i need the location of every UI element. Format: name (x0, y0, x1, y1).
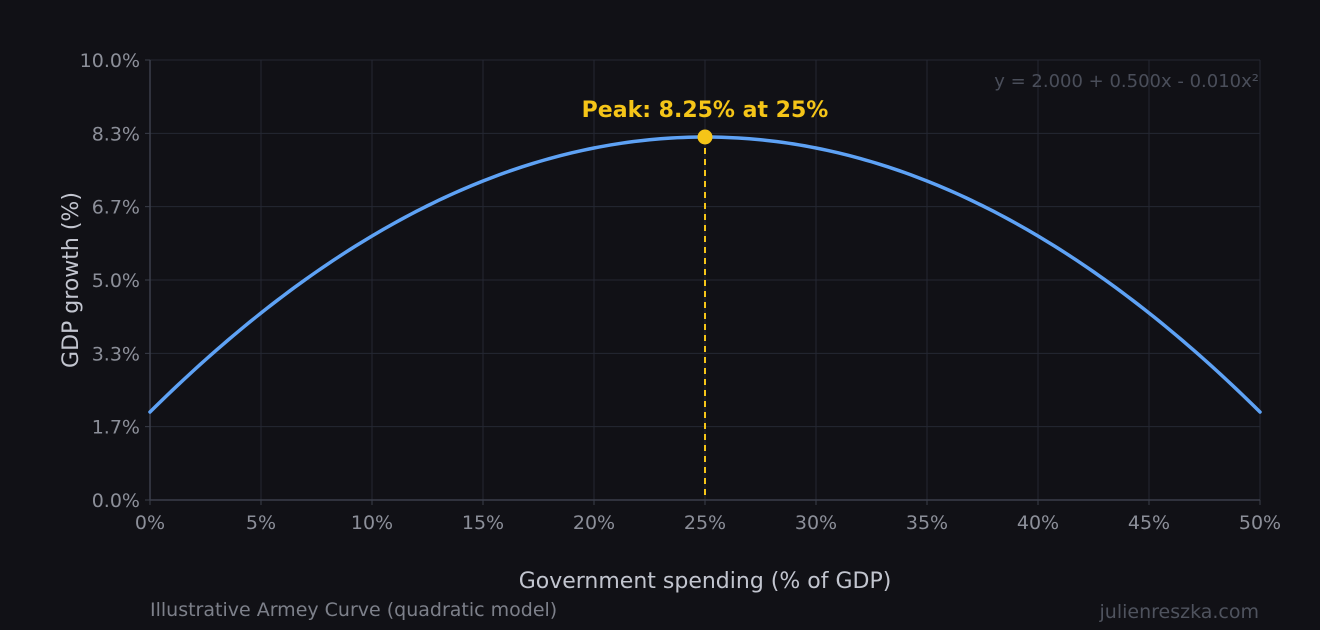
formula-annotation: y = 2.000 + 0.500x - 0.010x² (994, 71, 1259, 92)
footer-caption: Illustrative Armey Curve (quadratic mode… (150, 599, 557, 621)
peak-label: Peak: 8.25% at 25% (582, 98, 829, 123)
x-tick-label: 50% (1239, 512, 1281, 534)
y-tick-label: 10.0% (80, 50, 140, 72)
x-tick-label: 25% (684, 512, 726, 534)
x-tick-label: 45% (1128, 512, 1170, 534)
x-tick-label: 40% (1017, 512, 1059, 534)
x-tick-label: 30% (795, 512, 837, 534)
y-tick-label: 6.7% (92, 197, 140, 219)
x-tick-label: 35% (906, 512, 948, 534)
y-tick-label: 5.0% (92, 270, 140, 292)
y-tick-label: 3.3% (92, 343, 140, 365)
footer-brand: julienreszka.com (1099, 601, 1260, 623)
peak-marker (697, 129, 713, 145)
peak-layer: Peak: 8.25% at 25% (582, 98, 829, 500)
y-axis-title: GDP growth (%) (59, 192, 84, 368)
x-tick-label: 5% (246, 512, 276, 534)
x-axis-title: Government spending (% of GDP) (519, 569, 892, 594)
x-tick-label: 15% (462, 512, 504, 534)
y-tick-label: 1.7% (92, 417, 140, 439)
y-tick-label: 8.3% (92, 123, 140, 145)
x-tick-label: 10% (351, 512, 393, 534)
y-tick-labels: 0.0% 1.7% 3.3% 5.0% 6.7% 8.3% 10.0% (80, 50, 150, 512)
x-tick-label: 20% (573, 512, 615, 534)
x-tick-labels: 0% 5% 10% 15% 20% 25% 30% 35% 40% 45% 50% (135, 500, 1281, 534)
x-tick-label: 0% (135, 512, 165, 534)
y-tick-label: 0.0% (92, 490, 140, 512)
